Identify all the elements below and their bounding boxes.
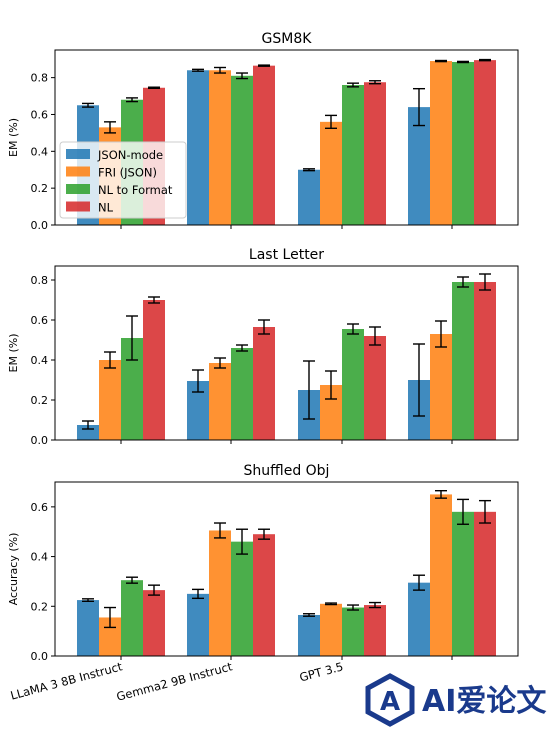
bar-json-mode — [187, 70, 209, 226]
bar-json-mode — [408, 107, 430, 225]
y-axis-label: EM (%) — [7, 118, 20, 157]
bar-fri-json- — [430, 61, 452, 226]
panel-title: Shuffled Obj — [244, 463, 330, 479]
y-tick-label: 0.0 — [31, 650, 49, 663]
legend-swatch — [66, 201, 90, 212]
legend-swatch — [66, 149, 90, 159]
y-tick-label: 0.4 — [31, 145, 49, 158]
bar-fri-json- — [99, 360, 121, 440]
bar-fri-json- — [320, 121, 342, 225]
watermark-hexagon-icon — [365, 673, 415, 727]
y-tick-label: 0.4 — [31, 354, 49, 367]
bar-json-mode — [187, 593, 209, 656]
bar-nl — [364, 336, 386, 440]
bar-nl — [253, 534, 275, 656]
bar-nl — [143, 300, 165, 440]
watermark-text: AI爱论文 — [422, 684, 546, 719]
y-tick-label: 0.0 — [31, 434, 49, 447]
bar-fri-json- — [430, 334, 452, 440]
y-axis-label: Accuracy (%) — [7, 533, 20, 606]
y-tick-label: 0.6 — [31, 314, 49, 327]
x-tick-label: LLaMA 3 8B Instruct — [9, 659, 124, 702]
bar-nl-to-format — [342, 85, 364, 225]
watermark-logo: A AI爱论文 — [362, 672, 547, 728]
bar-fri-json- — [209, 70, 231, 226]
legend-swatch — [66, 166, 90, 177]
legend-entry: FRI (JSON) — [98, 166, 157, 180]
bar-fri-json- — [209, 530, 231, 656]
y-tick-label: 0.4 — [31, 551, 49, 564]
y-axis-label: EM (%) — [7, 334, 20, 373]
bar-nl-to-format — [231, 75, 253, 225]
bar-fri-json- — [320, 603, 342, 656]
bar-nl-to-format — [452, 61, 474, 226]
bar-nl-to-format — [231, 348, 253, 440]
y-tick-label: 0.2 — [31, 394, 49, 407]
bar-nl — [474, 60, 496, 226]
bar-json-mode — [187, 381, 209, 440]
bar-fri-json- — [209, 363, 231, 440]
panel-title: Last Letter — [249, 247, 324, 263]
y-tick-label: 0.6 — [31, 108, 49, 121]
bar-nl-to-format — [121, 580, 143, 656]
bar-json-mode — [408, 582, 430, 656]
watermark-logo-letter: A — [380, 687, 400, 717]
bar-nl — [143, 590, 165, 656]
legend-swatch — [66, 184, 90, 194]
bar-nl — [253, 327, 275, 440]
bar-nl-to-format — [342, 607, 364, 656]
y-tick-label: 0.2 — [31, 600, 49, 613]
x-tick-label: GPT 3.5 — [298, 659, 345, 684]
legend-entry: NL — [98, 201, 114, 215]
panel-title: GSM8K — [262, 31, 313, 47]
plot-frame — [54, 49, 519, 226]
bar-json-mode — [298, 614, 320, 656]
bar-nl-to-format — [231, 541, 253, 656]
x-tick-label: Gemma2 9B Instruct — [115, 659, 234, 704]
bar-nl — [253, 65, 275, 225]
legend-entry: NL to Format — [98, 183, 173, 197]
bar-fri-json- — [430, 494, 452, 656]
bar-nl — [474, 511, 496, 656]
y-tick-label: 0.0 — [31, 219, 49, 232]
bar-nl — [364, 82, 386, 225]
y-tick-label: 0.6 — [31, 501, 49, 514]
bar-nl — [364, 605, 386, 656]
legend-entry: JSON-mode — [97, 148, 163, 162]
plot-frame — [54, 481, 519, 657]
plot-frame — [54, 265, 519, 441]
bar-nl-to-format — [452, 282, 474, 440]
bar-nl-to-format — [342, 329, 364, 440]
y-tick-label: 0.2 — [31, 182, 49, 195]
bar-nl-to-format — [121, 338, 143, 440]
bar-json-mode — [77, 600, 99, 656]
bar-json-mode — [298, 169, 320, 225]
y-tick-label: 0.8 — [31, 72, 49, 85]
y-tick-label: 0.8 — [31, 274, 49, 287]
bar-nl — [474, 282, 496, 440]
bar-nl-to-format — [452, 511, 474, 656]
legend-box — [59, 141, 187, 219]
